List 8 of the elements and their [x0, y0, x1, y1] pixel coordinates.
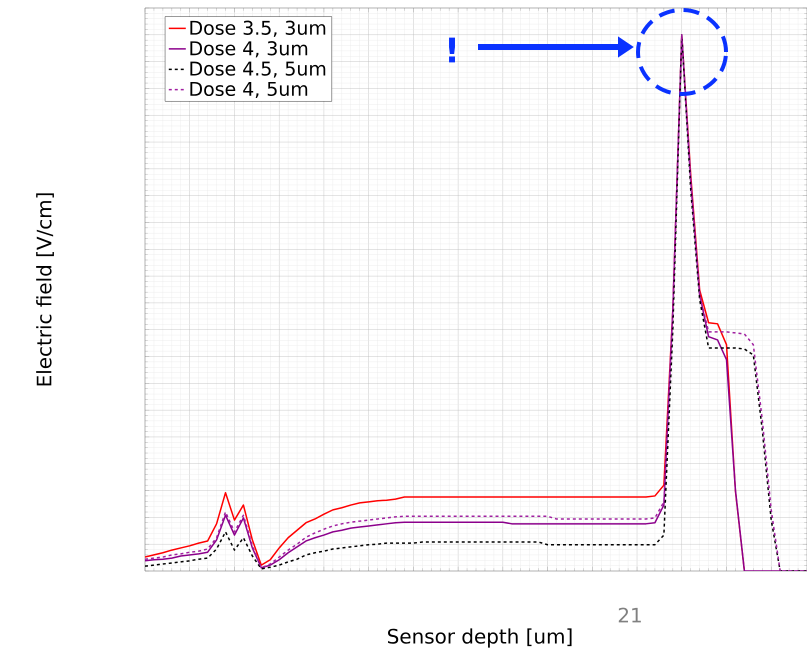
legend-label: Dose 3.5, 3um	[190, 20, 326, 37]
legend-label: Dose 4, 3um	[190, 41, 308, 58]
legend-label: Dose 4, 5um	[190, 82, 308, 98]
text: 21	[618, 608, 641, 622]
legend-label: Dose 4.5, 5um	[190, 62, 326, 78]
y-axis-title: Electric field [V/cm]	[36, 193, 54, 386]
annotation: !	[449, 38, 455, 62]
x-axis-title: Sensor depth [um]	[388, 628, 572, 648]
